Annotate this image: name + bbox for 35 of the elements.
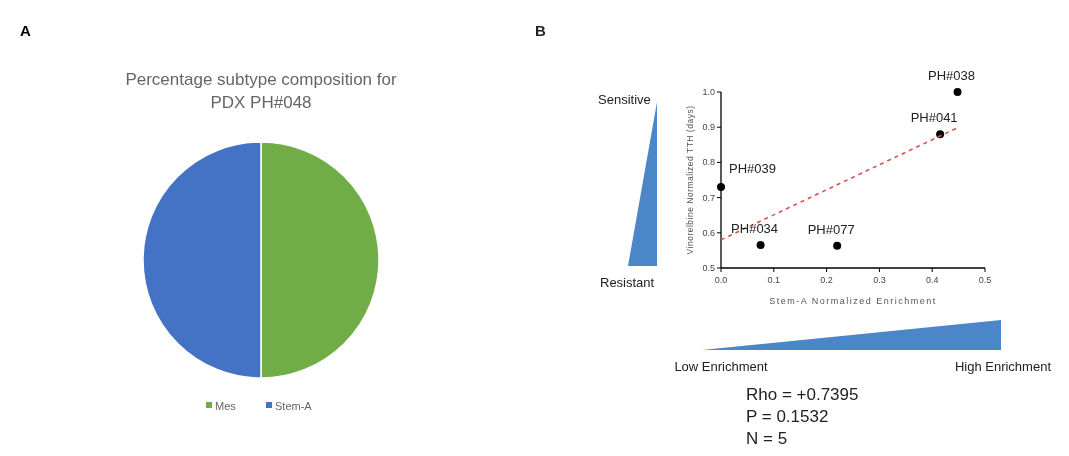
x-tick-label: 0.2 — [820, 275, 833, 285]
annotation: PH#034 — [731, 221, 779, 237]
text: High Enrichment — [954, 359, 1052, 374]
y-axis-title: Vinorelbine Normalized TTH (days) — [685, 105, 695, 255]
text: N = 5 — [746, 429, 788, 448]
x-tick-label: 0.1 — [767, 275, 781, 285]
annotation: PH#038 — [928, 68, 976, 83]
y-tick-label: 0.7 — [702, 192, 715, 203]
y-tick-label: 0.9 — [702, 122, 715, 133]
x-tick-label: 0.0 — [714, 275, 728, 285]
chart-title: Percentage subtype composition for PDX PH#048 — [125, 70, 397, 112]
text: Rho = +0.7395 — [746, 385, 859, 404]
text: Resistant — [600, 275, 655, 290]
annotation: PH#041 — [910, 110, 958, 126]
annotation: PH#039 — [729, 161, 776, 177]
y-tick-label: 0.8 — [702, 157, 715, 168]
text: Sensitive — [598, 92, 651, 107]
x-axis-title: Stem-A Normalized Enrichment — [769, 296, 937, 306]
y-tick-label: 0.6 — [702, 227, 715, 238]
point — [717, 183, 725, 192]
x-tick-label: 0.5 — [978, 275, 992, 285]
text: P = 0.1532 — [746, 407, 829, 426]
text: B — [535, 22, 546, 39]
x-tick-label: 0.3 — [873, 275, 886, 285]
x-tick-label: 0.4 — [925, 275, 939, 285]
legend-label: Mes — [215, 400, 237, 412]
text: A — [20, 22, 31, 39]
y-tick-label: 1.0 — [702, 87, 715, 97]
legend-label: Stem-A — [275, 400, 313, 412]
text: Low Enrichment — [674, 359, 768, 374]
point — [833, 241, 842, 250]
point — [756, 241, 765, 250]
annotation: PH#077 — [807, 221, 855, 237]
y-tick-label: 0.5 — [702, 263, 715, 273]
point — [953, 88, 962, 96]
